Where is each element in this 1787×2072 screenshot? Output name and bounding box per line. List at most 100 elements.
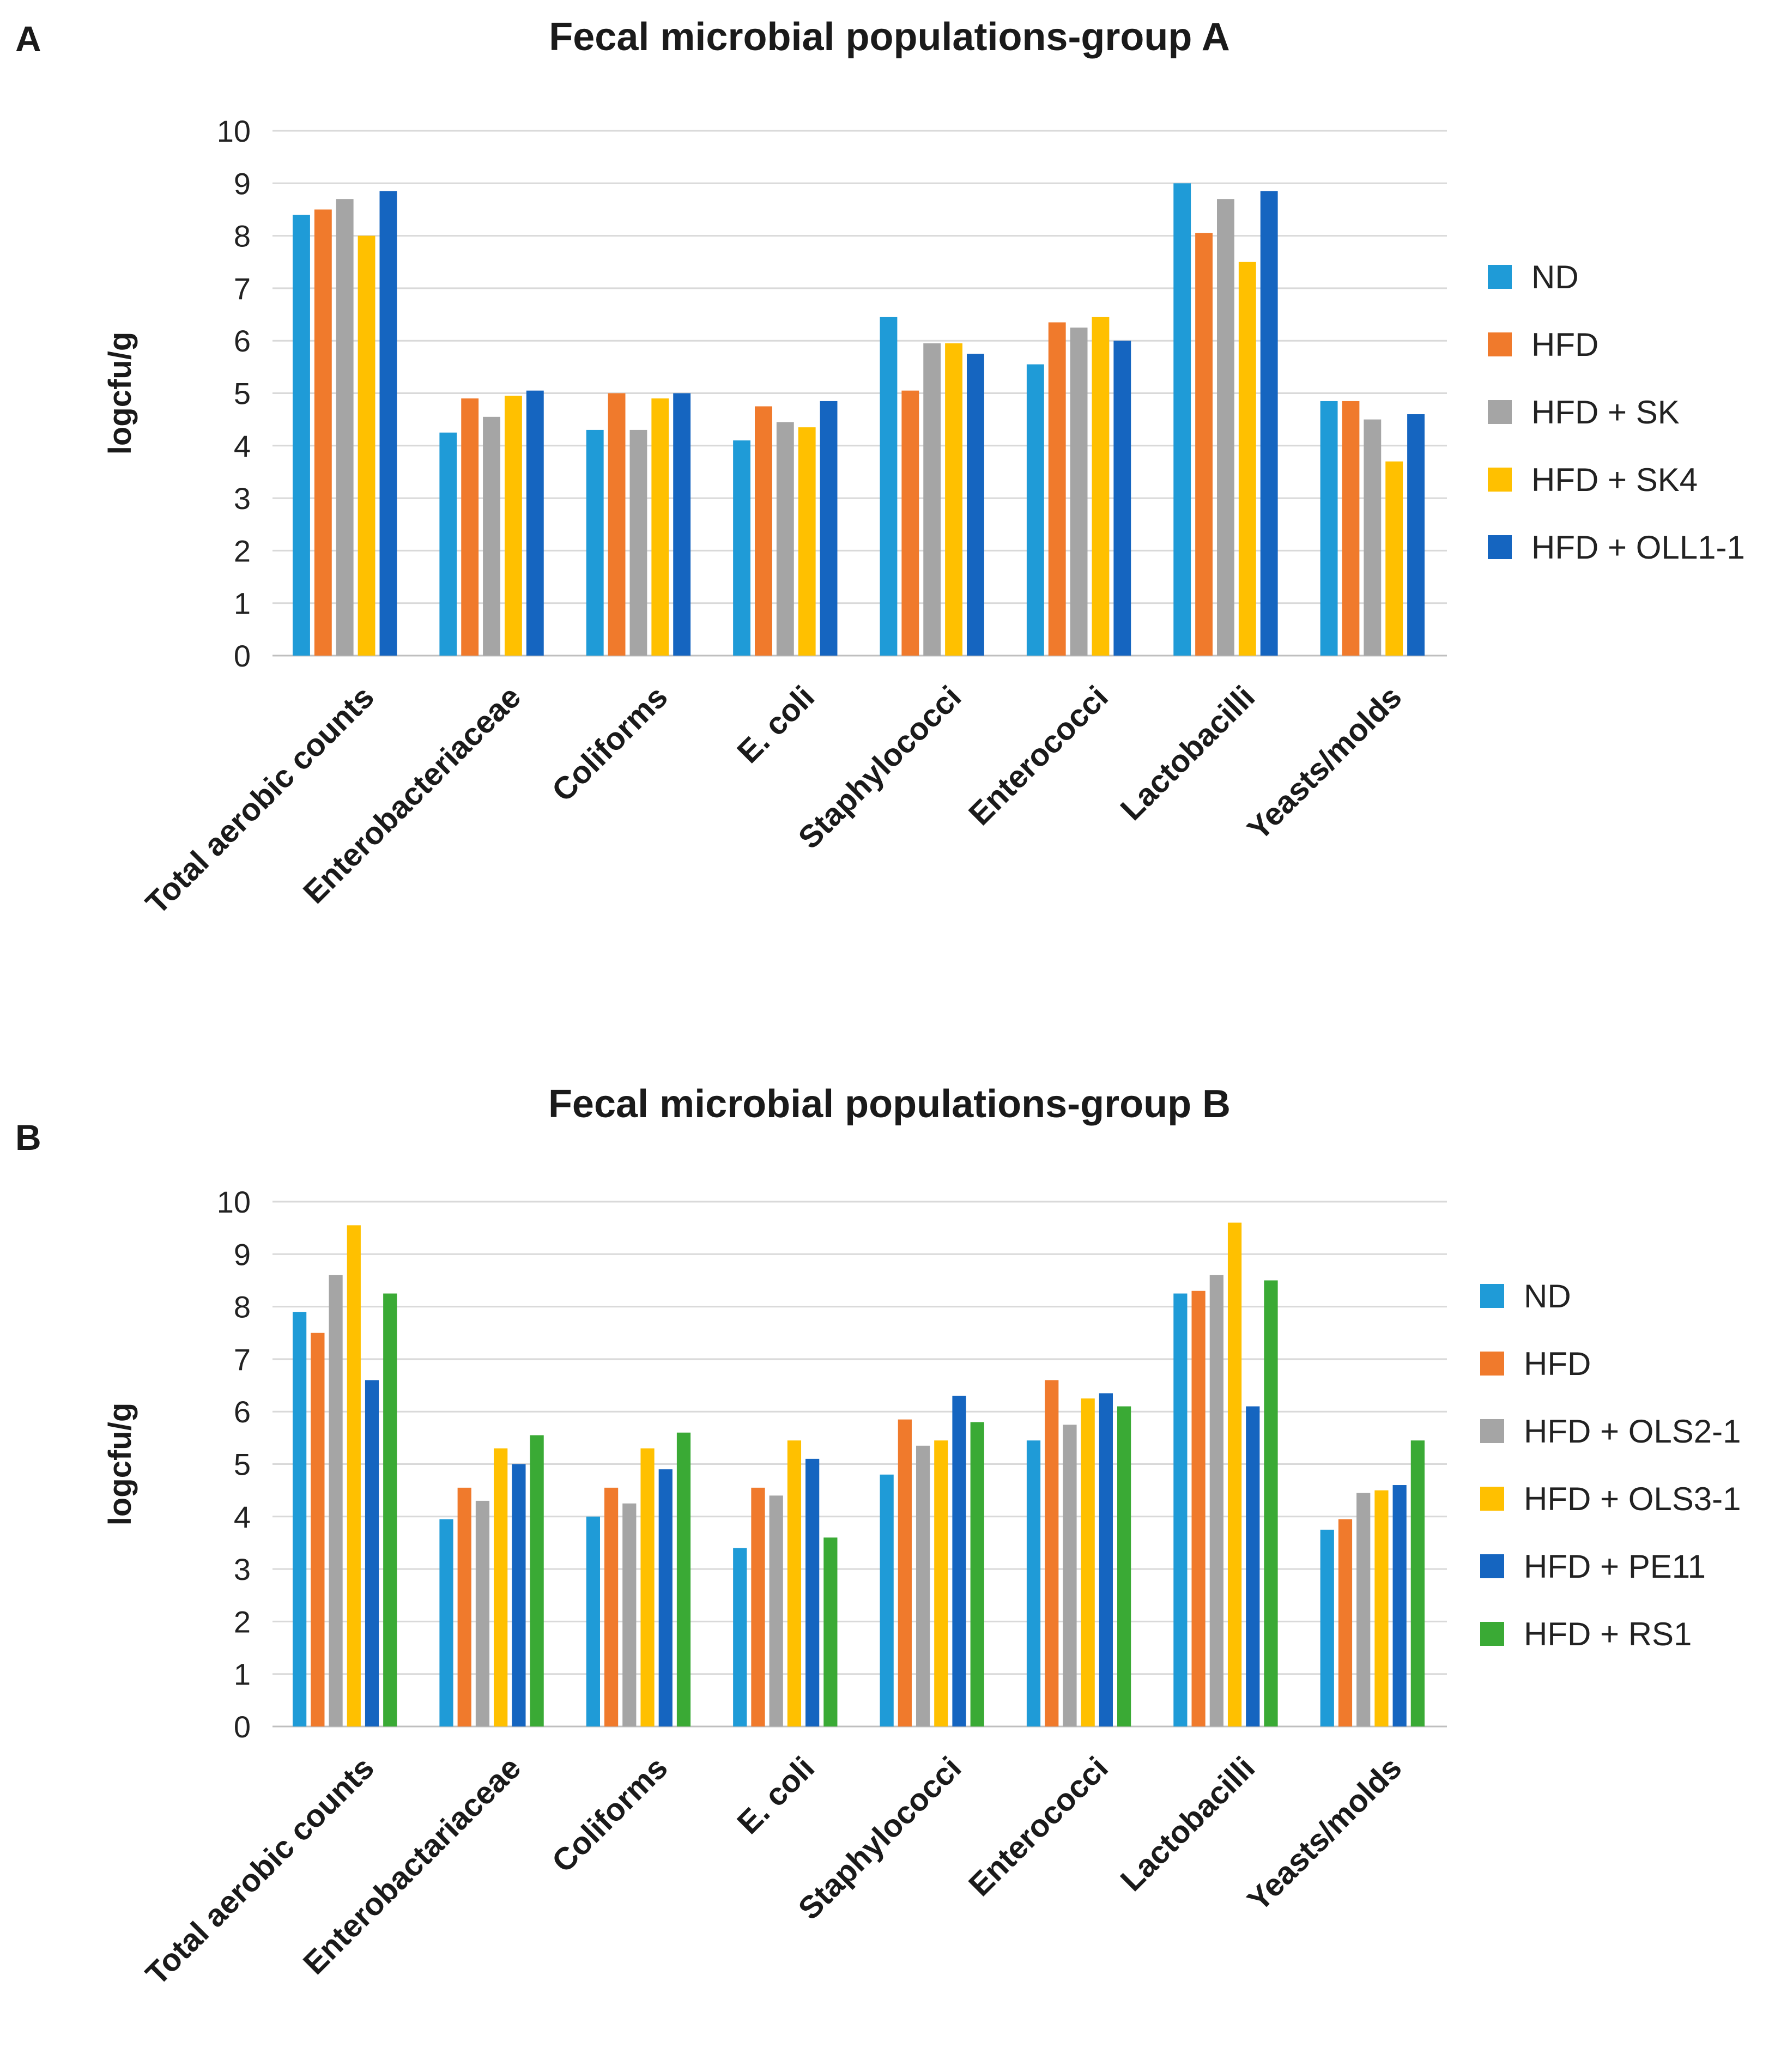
chart-a-bar-nd-enterobacteriaceae [439,432,457,656]
chart-b-category-label: Coliforms [545,1750,674,1879]
chart-a-y-tick-label: 2 [234,534,251,568]
chart-a-bar-hfd-oll1-1-coliforms [673,393,691,656]
chart-b-bar-hfd-pe11-lactobacilli [1246,1406,1260,1726]
chart-a-bar-hfd-oll1-1-enterobacteriaceae [526,390,544,656]
chart-a-y-tick-label: 6 [234,324,251,358]
chart-b-category-label: Yeasts/molds [1240,1750,1408,1918]
chart-a-bar-hfd-coliforms [608,393,626,656]
chart-a-bar-hfd-staphylococci [901,390,919,656]
chart-a-legend-label-hfd-oll1-1: HFD + OLL1-1 [1531,529,1745,566]
chart-b-title: Fecal microbial populations-group B [548,1082,1231,1126]
chart-b-bar-hfd-enterococci [1045,1380,1059,1726]
chart-a-y-tick-label: 1 [234,586,251,621]
chart-a-bar-hfd-sk-enterococci [1070,328,1088,656]
chart-b-y-tick-label: 1 [234,1657,251,1692]
chart-b-bar-hfd-enterobactariaceae [457,1487,471,1726]
chart-a-legend-swatch-hfd [1488,332,1512,356]
chart-a-bar-hfd-sk4-total-aerobic-counts [358,235,375,656]
chart-a-bar-nd-e-coli [733,440,751,656]
chart-a-bar-hfd-sk4-enterobacteriaceae [504,396,522,656]
chart-b-y-tick-label: 7 [234,1342,251,1377]
chart-b-bar-hfd-pe11-yeasts-molds [1392,1485,1407,1726]
chart-a-y-tick-label: 9 [234,166,251,201]
chart-a-bar-nd-lactobacilli [1173,183,1191,656]
chart-b-bar-hfd-ols3-1-total-aerobic-counts [347,1225,361,1726]
chart-b-bar-hfd-ols3-1-staphylococci [934,1440,948,1726]
chart-b-y-tick-label: 2 [234,1604,251,1639]
chart-a-bar-hfd-yeasts-molds [1342,401,1360,656]
chart-b-bar-hfd-pe11-enterococci [1099,1393,1113,1726]
chart-b-category-label: Enterococci [962,1750,1115,1903]
chart-b-bar-hfd-pe11-total-aerobic-counts [365,1380,379,1726]
chart-a-legend-label-hfd-sk: HFD + SK [1531,394,1680,431]
chart-a-bar-hfd-sk4-lactobacilli [1238,262,1256,656]
chart-b-y-tick-label: 3 [234,1552,251,1586]
chart-a-panel-letter: A [15,19,41,59]
chart-a-legend-label-hfd: HFD [1531,326,1598,363]
chart-a-y-tick-label: 0 [234,639,251,673]
chart-a-bar-nd-staphylococci [880,317,898,656]
chart-b-bar-hfd-rs1-staphylococci [970,1422,984,1726]
chart-a-bar-hfd-sk4-e-coli [798,427,816,656]
chart-a-y-tick-label: 5 [234,377,251,411]
chart-b-bar-hfd-staphylococci [898,1419,912,1726]
chart-b-bar-nd-lactobacilli [1173,1293,1188,1726]
chart-b-bar-hfd-ols3-1-coliforms [640,1448,655,1726]
chart-a-bar-hfd-sk-yeasts-molds [1364,419,1382,656]
chart-a-bar-hfd-enterobacteriaceae [461,398,479,656]
chart-a-legend-swatch-hfd-sk [1488,400,1512,424]
chart-a-category-label: Yeasts/molds [1240,679,1408,847]
chart-b-bar-hfd-ols2-1-total-aerobic-counts [329,1275,343,1726]
chart-a-bar-hfd-sk-staphylococci [923,343,941,656]
chart-a-bar-hfd-oll1-1-staphylococci [966,354,984,656]
chart-b-bar-hfd-rs1-lactobacilli [1264,1280,1278,1726]
chart-a-bar-hfd-sk4-yeasts-molds [1385,461,1403,656]
chart-b-bar-nd-e-coli [733,1548,747,1726]
chart-b-bar-hfd-ols2-1-staphylococci [916,1445,930,1726]
chart-b-bar-hfd-ols2-1-enterobactariaceae [475,1500,490,1726]
chart-b-bar-hfd-ols2-1-e-coli [769,1495,783,1726]
chart-b-bar-hfd-lactobacilli [1191,1291,1206,1726]
chart-b-bar-hfd-ols3-1-yeasts-molds [1374,1490,1389,1726]
chart-a-bar-hfd-sk-total-aerobic-counts [336,199,354,656]
chart-b-bar-nd-enterobactariaceae [439,1519,453,1726]
chart-b-bar-hfd-pe11-coliforms [658,1469,673,1726]
chart-b-legend-swatch-nd [1480,1284,1504,1308]
chart-b-y-tick-label: 8 [234,1290,251,1324]
chart-a-bar-nd-coliforms [586,429,604,656]
chart-b-bar-hfd-ols2-1-lactobacilli [1209,1275,1223,1726]
chart-b-y-tick-label: 6 [234,1395,251,1429]
chart-b-y-tick-label: 5 [234,1447,251,1482]
chart-b-panel-letter: B [15,1117,41,1158]
chart-a-legend-swatch-nd [1488,265,1512,289]
chart-a-legend-swatch-hfd-sk4 [1488,468,1512,492]
chart-b-legend-swatch-hfd-ols2-1 [1480,1419,1504,1443]
chart-b-y-axis-title: logcfu/g [102,1403,138,1526]
chart-b-legend-label-hfd-ols2-1: HFD + OLS2-1 [1524,1413,1741,1450]
chart-a-bar-nd-total-aerobic-counts [293,215,310,656]
chart-b-bar-hfd-pe11-staphylococci [952,1396,966,1726]
chart-a-bar-nd-yeasts-molds [1320,401,1338,656]
chart-a-category-label: Enterococci [962,679,1115,832]
chart-b-bar-hfd-e-coli [751,1487,765,1726]
chart-b-legend-swatch-hfd [1480,1352,1504,1376]
chart-a-bar-hfd-enterococci [1048,322,1066,656]
chart-b-legend-swatch-hfd-pe11 [1480,1554,1504,1578]
chart-b-bar-hfd-total-aerobic-counts [311,1332,325,1726]
chart-b-bar-hfd-pe11-enterobactariaceae [512,1464,526,1726]
chart-b-bar-nd-yeasts-molds [1320,1529,1334,1726]
chart-a-legend-label-hfd-sk4: HFD + SK4 [1531,462,1698,498]
chart-b-bar-hfd-rs1-coliforms [676,1432,691,1726]
chart-b-bar-hfd-yeasts-molds [1338,1519,1353,1726]
chart-a-bar-hfd-oll1-1-enterococci [1113,341,1131,656]
chart-b-bar-hfd-ols2-1-enterococci [1063,1425,1077,1726]
chart-b-bar-hfd-ols3-1-enterobactariaceae [494,1448,508,1726]
chart-b-bar-nd-enterococci [1026,1440,1041,1726]
chart-b-bar-hfd-ols2-1-coliforms [622,1503,637,1726]
chart-a-bar-hfd-sk-coliforms [629,429,647,656]
chart-a-bar-hfd-sk-e-coli [776,422,794,656]
chart-a-legend-label-nd: ND [1531,259,1579,295]
chart-b-y-tick-label: 4 [234,1500,251,1534]
chart-a-legend-swatch-hfd-oll1-1 [1488,535,1512,559]
